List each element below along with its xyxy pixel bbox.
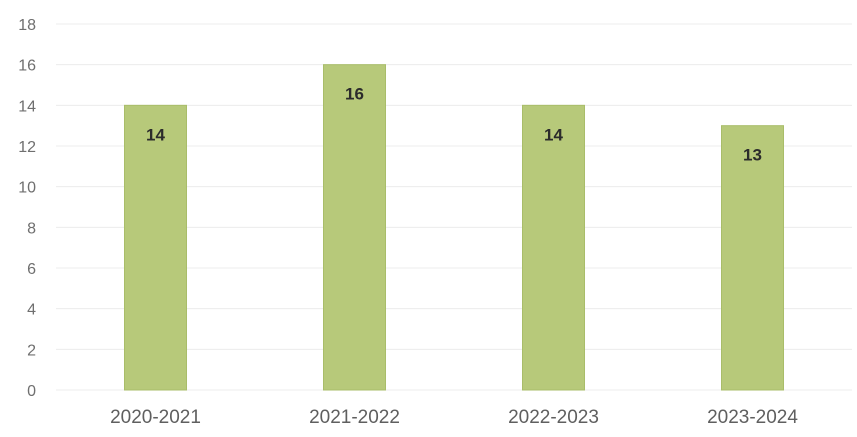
x-axis-tick-labels: 2020-2021 2021-2022 2022-2023 2023-2024 bbox=[110, 407, 798, 428]
y-tick-label: 10 bbox=[18, 180, 36, 197]
bar bbox=[721, 125, 784, 391]
y-tick-label: 8 bbox=[27, 220, 36, 237]
data-label: 13 bbox=[743, 146, 762, 165]
gridlines bbox=[56, 23, 852, 391]
bar bbox=[124, 104, 187, 391]
bars bbox=[124, 64, 784, 391]
data-label: 14 bbox=[544, 125, 563, 144]
x-tick-label: 2020-2021 bbox=[110, 407, 201, 428]
y-axis-tick-labels: 0 2 4 6 8 10 12 14 16 18 bbox=[18, 17, 36, 400]
data-labels: 14 16 14 13 bbox=[146, 85, 762, 165]
data-label: 16 bbox=[345, 85, 364, 104]
bar bbox=[522, 104, 585, 391]
y-tick-label: 0 bbox=[27, 383, 36, 400]
y-tick-label: 6 bbox=[27, 261, 36, 278]
y-tick-label: 16 bbox=[18, 58, 36, 75]
y-tick-label: 4 bbox=[27, 302, 36, 319]
y-tick-label: 12 bbox=[18, 139, 36, 156]
x-tick-label: 2023-2024 bbox=[707, 407, 798, 428]
bar bbox=[323, 64, 386, 391]
x-tick-label: 2022-2023 bbox=[508, 407, 599, 428]
y-tick-label: 18 bbox=[18, 17, 36, 34]
y-tick-label: 14 bbox=[18, 98, 36, 115]
data-label: 14 bbox=[146, 125, 165, 144]
x-tick-label: 2021-2022 bbox=[309, 407, 400, 428]
y-tick-label: 2 bbox=[27, 342, 36, 359]
